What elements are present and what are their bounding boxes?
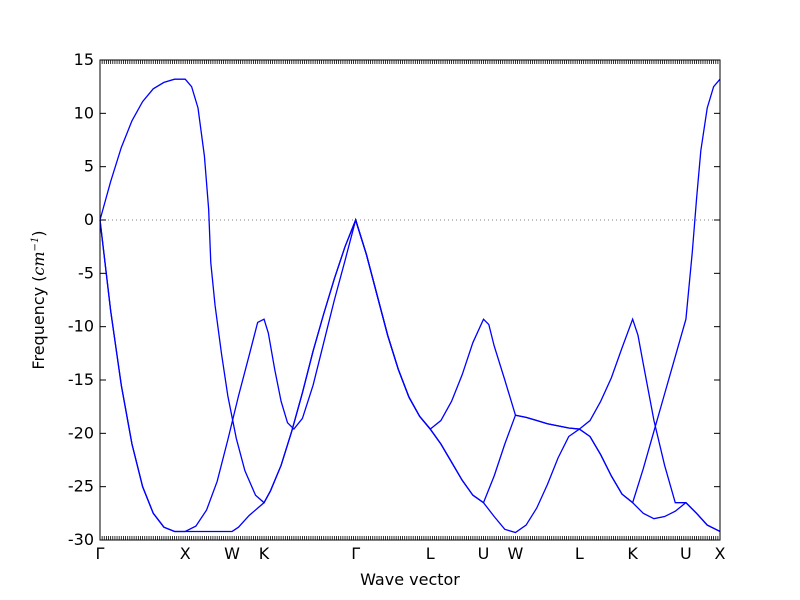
- x-tick-label: U: [680, 544, 692, 563]
- y-tick-label: 15: [74, 50, 94, 69]
- x-axis-label: Wave vector: [360, 570, 460, 589]
- y-tick-label: -30: [68, 530, 94, 549]
- y-tick-label: 10: [74, 103, 94, 122]
- y-axis-label-close: ): [29, 230, 48, 236]
- x-tick-label: W: [508, 544, 524, 563]
- x-tick-label: K: [627, 544, 638, 563]
- y-tick-label: 0: [84, 210, 94, 229]
- band-line-3: [99, 78, 721, 533]
- y-tick-label: -15: [68, 370, 94, 389]
- x-tick-label: X: [180, 544, 191, 563]
- x-tick-label: U: [478, 544, 490, 563]
- x-tick-label: L: [426, 544, 435, 563]
- y-axis-label: Frequency (cm−1): [29, 230, 48, 369]
- y-tick-label: -20: [68, 423, 94, 442]
- band-line-2: [99, 218, 721, 533]
- y-axis-label-unit: cm: [29, 251, 48, 275]
- x-tick-label: L: [575, 544, 584, 563]
- x-tick-label: K: [259, 544, 270, 563]
- x-tick-label: X: [715, 544, 726, 563]
- plot-frame: [99, 59, 721, 541]
- y-tick-label: -5: [78, 263, 94, 282]
- x-tick-label: Γ: [96, 544, 105, 563]
- y-tick-label: -10: [68, 317, 94, 336]
- y-axis-label-main: Frequency (: [29, 276, 48, 370]
- y-axis-ticks: 15 10 5 0 -5 -10 -15 -20 -25 -30: [68, 50, 720, 549]
- band-line-1: [99, 78, 721, 534]
- x-tick-label: W: [224, 544, 240, 563]
- y-tick-label: 5: [84, 157, 94, 176]
- y-tick-label: -25: [68, 477, 94, 496]
- y-axis-label-exponent: −1: [30, 237, 41, 252]
- x-tick-label: Γ: [351, 544, 360, 563]
- series-layer: [99, 78, 721, 534]
